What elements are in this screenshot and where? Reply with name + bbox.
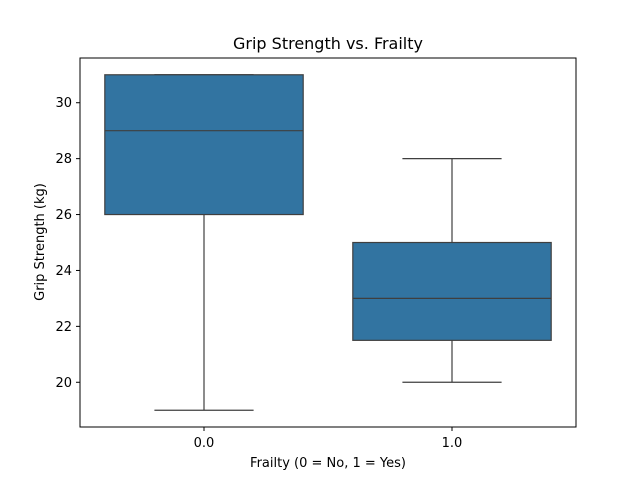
- chart-title: Grip Strength vs. Frailty: [233, 34, 423, 53]
- y-tick-label: 30: [55, 96, 72, 111]
- box-group-1: [352, 158, 552, 383]
- x-tick-label: 0.0: [194, 436, 215, 451]
- y-tick-label: 24: [55, 264, 72, 279]
- y-axis-label: Grip Strength (kg): [33, 183, 48, 301]
- y-tick-label: 22: [55, 320, 72, 335]
- y-tick-label: 28: [55, 152, 72, 167]
- plot-frame: [79, 57, 577, 428]
- x-tick-label: 1.0: [442, 436, 463, 451]
- iqr-box: [352, 241, 552, 341]
- iqr-box: [104, 74, 304, 216]
- y-tick-label: 26: [55, 208, 72, 223]
- x-axis-label: Frailty (0 = No, 1 = Yes): [250, 456, 406, 471]
- box-group-0: [104, 74, 304, 411]
- y-tick-label: 20: [55, 376, 72, 391]
